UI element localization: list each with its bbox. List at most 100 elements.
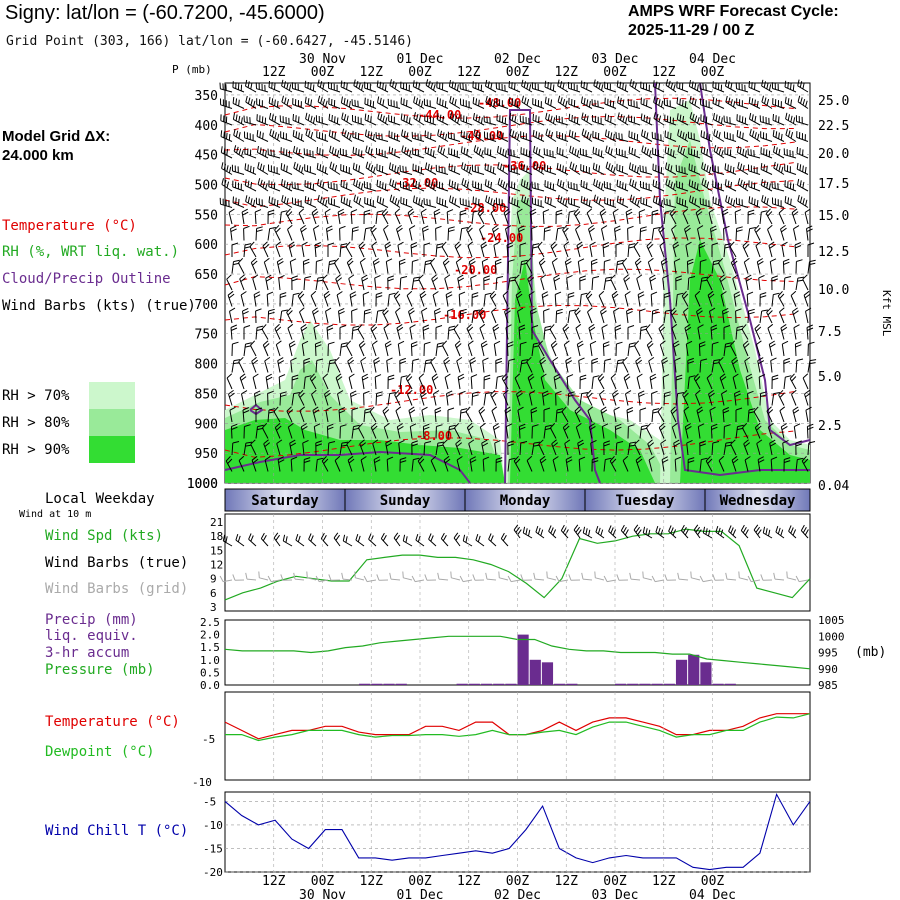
wind-barb: [687, 357, 694, 373]
wind-barb: [387, 292, 396, 307]
wind-barb: [672, 340, 680, 357]
isotherm-label: -40.00: [460, 129, 503, 143]
weekday-cell: [704, 488, 811, 512]
surface-wind-barb-grid: [328, 574, 341, 581]
wind-barb: [616, 163, 629, 175]
surface-wind-barb-true: [440, 532, 449, 547]
wind-barb: [651, 390, 658, 406]
wind-barb: [241, 208, 249, 225]
wind-barb: [467, 340, 474, 357]
wind-barb: [506, 341, 514, 357]
wind-barb: [373, 456, 381, 472]
wind-barb: [459, 227, 468, 241]
wind-barb: [277, 456, 285, 472]
wind-barb: [543, 407, 551, 422]
wind-barb: [797, 178, 809, 192]
wind-barb: [472, 180, 485, 192]
weekday-label: Sunday: [380, 493, 431, 509]
wind-barb: [553, 274, 561, 291]
wind-barb: [806, 225, 813, 241]
wind-barb: [783, 375, 792, 390]
wind-barb: [327, 359, 337, 373]
wind-barb: [387, 98, 401, 109]
wind-barb: [264, 456, 271, 472]
wind-barb: [675, 374, 683, 390]
wind-barb: [316, 131, 329, 142]
wind-barb: [508, 96, 521, 109]
wind-barb: [651, 131, 665, 142]
wind-barb: [434, 307, 441, 324]
wind-barb: [615, 441, 624, 456]
precip-bar: [456, 683, 468, 685]
wind-barb: [732, 373, 739, 390]
wind-barb: [495, 82, 509, 93]
windchill-tick-label: -15: [203, 842, 223, 855]
wind-barb: [340, 96, 353, 109]
wind-barb: [423, 98, 437, 109]
wind-barb: [421, 406, 428, 423]
wind-barb: [484, 179, 497, 192]
wind-barb: [708, 389, 715, 406]
wind-barb: [407, 389, 413, 406]
wind-barb: [375, 391, 383, 406]
wind-barb: [578, 456, 586, 472]
wind-barb: [291, 374, 299, 390]
wind-barb: [276, 258, 284, 274]
wind-barb: [292, 113, 305, 126]
wind-barb: [472, 113, 485, 126]
wind-barb: [615, 341, 623, 357]
wind-barb: [549, 422, 557, 439]
wind-barb: [232, 196, 245, 208]
wind-barb: [364, 81, 377, 93]
wind-barb: [239, 373, 247, 390]
wind-barb: [231, 359, 241, 373]
wind-barb: [699, 358, 708, 373]
wind-barb: [394, 208, 401, 225]
wind-barb: [398, 258, 406, 274]
wind-barb: [448, 147, 461, 159]
wind-barb: [640, 196, 653, 208]
wind-barb: [479, 224, 485, 241]
cloud-outline: [504, 109, 601, 484]
wind-barb: [593, 178, 605, 192]
wind-barb: [755, 241, 762, 258]
wind-barb: [292, 98, 305, 109]
wind-barb: [383, 224, 389, 241]
wind-barb: [567, 391, 575, 406]
wind-barb: [327, 181, 341, 192]
wind-barb: [574, 406, 582, 423]
surface-wind-barb-grid: [459, 575, 473, 583]
wind-barb: [695, 389, 701, 406]
wind-barb: [383, 323, 390, 340]
wind-barb: [517, 406, 524, 423]
wind-barb: [345, 340, 353, 357]
wind-barb: [412, 147, 425, 159]
wind-barb: [554, 291, 562, 307]
bottom-hour-label: 12Z: [457, 874, 481, 889]
wind-barb: [761, 95, 773, 109]
wind-barb: [688, 179, 701, 192]
wind-barb: [315, 440, 322, 456]
wind-barb: [305, 112, 317, 126]
wind-barb: [566, 274, 573, 291]
wind-barb: [469, 456, 477, 472]
wind-barb: [454, 241, 462, 258]
wind-barb: [492, 423, 500, 439]
wind-barb: [321, 455, 329, 472]
wind-barb: [674, 456, 682, 472]
wind-barb: [671, 323, 678, 340]
wind-barb: [771, 392, 780, 406]
wind-barb: [346, 257, 354, 274]
wind-barb: [729, 241, 737, 258]
wind-barb: [730, 439, 737, 456]
wind-barb: [304, 164, 317, 175]
wind-barb: [660, 439, 667, 456]
wind-barb: [411, 457, 420, 472]
wind-barb: [550, 340, 558, 357]
wind-barb: [802, 373, 809, 390]
wind-barb: [735, 82, 749, 93]
wind-barb: [527, 373, 535, 390]
wind-barb: [230, 225, 237, 241]
wind-barb: [721, 208, 729, 225]
wind-barb: [386, 357, 393, 373]
